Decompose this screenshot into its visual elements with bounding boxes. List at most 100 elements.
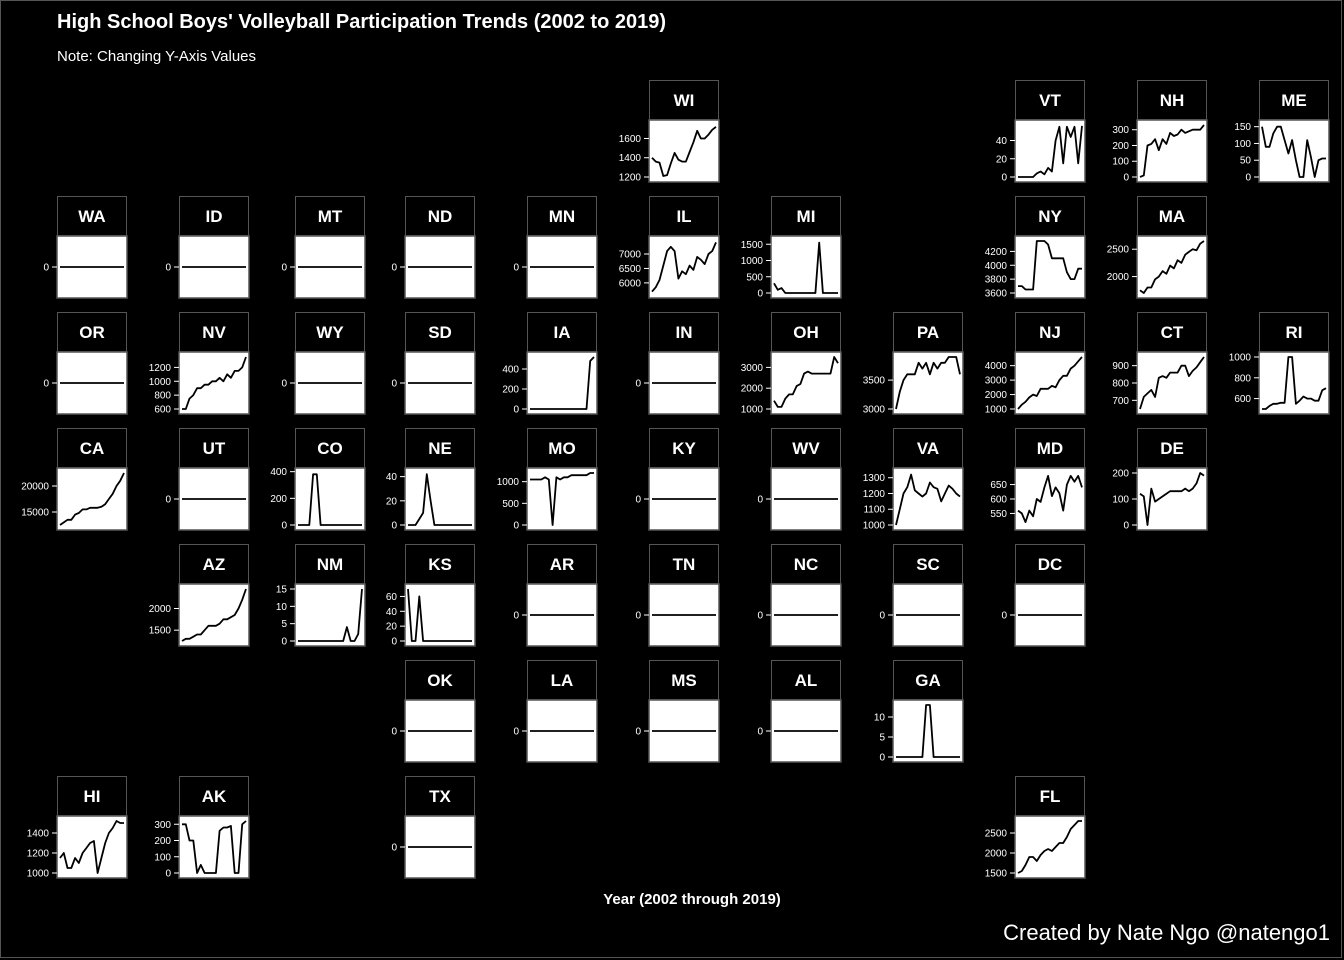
panel-wa: WA 0: [43, 196, 128, 314]
panel-plot: 2000 2500: [1107, 235, 1208, 299]
panel-nh: NH 0 100 200 300: [1112, 80, 1208, 198]
panel-svg: 0 20 40: [996, 119, 1086, 184]
y-tick-label: 0: [1245, 173, 1251, 184]
strip-label: MT: [295, 196, 365, 236]
panel-svg: 0: [513, 583, 598, 647]
y-tick-label: 3800: [985, 275, 1008, 286]
series-line: [182, 820, 247, 874]
panel-plot: 0: [165, 467, 250, 531]
panel-plot: 0 5 10 15: [276, 583, 366, 648]
panel-plot: 0 100 200 300: [154, 815, 250, 880]
panel-va: VA 1000 1100 1200 1300: [863, 428, 964, 546]
strip-label: OH: [771, 312, 841, 352]
panel-plot: 1000 1200 1400: [27, 815, 128, 880]
y-tick-label: 40: [386, 607, 398, 618]
strip-label: TX: [405, 776, 475, 816]
y-tick-label: 15: [276, 585, 288, 596]
strip-label: MS: [649, 660, 719, 700]
y-tick-label: 0: [635, 495, 641, 506]
series-line: [1139, 124, 1205, 178]
panel-svg: 1500 2000: [149, 583, 250, 647]
chart-title: High School Boys' Volleyball Participati…: [57, 11, 666, 33]
panel-ct: CT 700 800 900: [1112, 312, 1208, 430]
series-line: [1017, 820, 1082, 874]
panel-plot: 0 500 1000 1500: [741, 235, 842, 300]
panel-svg: 0: [391, 699, 476, 763]
panel-ri: RI 600 800 1000: [1229, 312, 1330, 430]
y-tick-label: 300: [154, 820, 171, 831]
y-tick-label: 3500: [863, 376, 886, 387]
y-tick-label: 1000: [985, 405, 1008, 416]
y-tick-label: 0: [757, 495, 763, 506]
panel-ms: MS 0: [635, 660, 720, 778]
panel-svg: 3600 3800 4000 4200: [985, 235, 1086, 300]
series-line: [1262, 356, 1327, 410]
strip-label: AK: [179, 776, 249, 816]
y-tick-label: 20: [996, 154, 1008, 165]
strip-label: VT: [1015, 80, 1085, 120]
panel-nv: NV 600 800 1000 1200: [149, 312, 250, 430]
y-tick-label: 0: [391, 637, 397, 648]
panel-plot: 1000 2000 3000 4000: [985, 351, 1086, 416]
strip-label: KS: [405, 544, 475, 584]
strip-label: NY: [1015, 196, 1085, 236]
y-tick-label: 1000: [741, 256, 764, 267]
panel-la: LA 0: [513, 660, 598, 778]
panel-nm: NM 0 5 10 15: [276, 544, 366, 662]
panel-svg: 0: [513, 235, 598, 299]
strip-label: WY: [295, 312, 365, 352]
y-tick-label: 3000: [985, 376, 1008, 387]
y-tick-label: 0: [757, 611, 763, 622]
panel-svg: 0: [391, 815, 476, 879]
strip-label: WI: [649, 80, 719, 120]
y-tick-label: 1400: [27, 829, 50, 840]
y-tick-label: 400: [270, 467, 287, 478]
panel-plot: 0 100 200: [1112, 467, 1208, 532]
panel-svg: 0: [635, 583, 720, 647]
panel-background: [178, 351, 250, 415]
panel-background: [770, 235, 842, 299]
y-tick-label: 100: [154, 852, 171, 863]
y-tick-label: 1200: [619, 173, 642, 184]
panel-il: IL 6000 6500 7000: [619, 196, 720, 314]
y-tick-label: 550: [990, 509, 1007, 520]
panel-svg: 1000 1100 1200 1300: [863, 467, 964, 532]
y-tick-label: 600: [990, 495, 1007, 506]
panel-svg: 15000 20000: [21, 467, 128, 531]
panel-ar: AR 0: [513, 544, 598, 662]
strip-label: OR: [57, 312, 127, 352]
y-tick-label: 0: [1001, 173, 1007, 184]
panel-ak: AK 0 100 200 300: [154, 776, 250, 894]
panel-background: [1136, 351, 1208, 415]
y-tick-label: 1400: [619, 153, 642, 164]
panel-svg: 0 100 200 300: [154, 815, 250, 880]
y-tick-label: 0: [281, 521, 287, 532]
y-tick-label: 6000: [619, 278, 642, 289]
panel-background: [648, 119, 720, 183]
strip-label: SC: [893, 544, 963, 584]
strip-label: IN: [649, 312, 719, 352]
y-tick-label: 0: [391, 263, 397, 274]
y-tick-label: 0: [513, 263, 519, 274]
panel-nc: NC 0: [757, 544, 842, 662]
panel-tx: TX 0: [391, 776, 476, 894]
y-tick-label: 2500: [985, 829, 1008, 840]
credit-caption: Created by Nate Ngo @natengo1: [1003, 920, 1330, 945]
strip-label: CT: [1137, 312, 1207, 352]
y-tick-label: 1000: [27, 869, 50, 880]
strip-label: DE: [1137, 428, 1207, 468]
panel-me: ME 0 50 100 150: [1234, 80, 1330, 198]
panel-ok: OK 0: [391, 660, 476, 778]
panel-md: MD 550 600 650: [990, 428, 1086, 546]
series-line: [298, 588, 363, 642]
y-tick-label: 0: [391, 727, 397, 738]
panel-svg: 0 100 200 300: [1112, 119, 1208, 184]
strip-label: IL: [649, 196, 719, 236]
y-tick-label: 40: [386, 472, 398, 483]
strip-label: FL: [1015, 776, 1085, 816]
y-tick-label: 0: [513, 611, 519, 622]
strip-label: RI: [1259, 312, 1329, 352]
panel-svg: 0: [391, 351, 476, 415]
panel-sc: SC 0: [879, 544, 964, 662]
